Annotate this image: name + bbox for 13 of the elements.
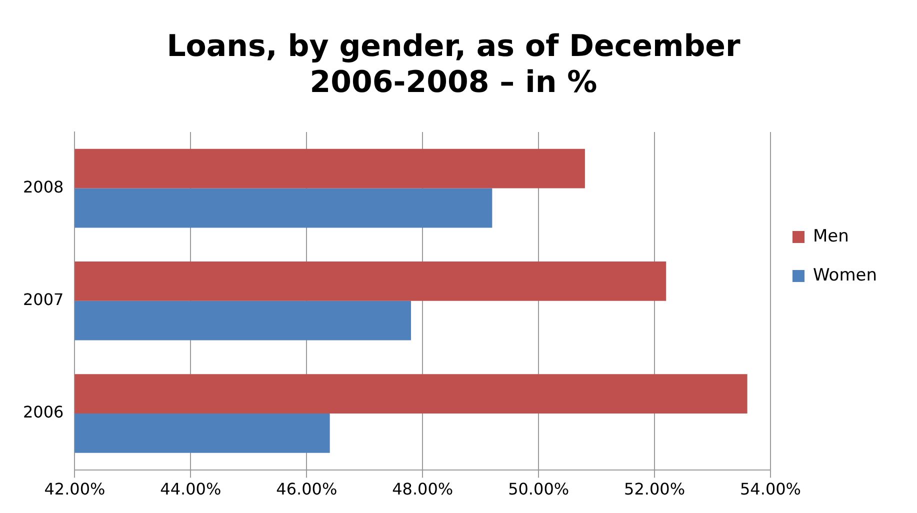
x-tick-label: 48.00% (392, 480, 454, 499)
x-tick-label: 44.00% (160, 480, 222, 499)
y-tick-label: 2008 (23, 177, 64, 196)
x-tick-label: 52.00% (624, 480, 686, 499)
legend-label: Men (812, 226, 849, 246)
x-tick-label: 50.00% (508, 480, 570, 499)
legend-label: Women (812, 265, 878, 286)
x-tick-label: 42.00% (44, 480, 106, 499)
y-tick-label: 2007 (23, 290, 64, 310)
y-tick-label: 2006 (23, 402, 64, 422)
x-tick-label: 54.00% (740, 480, 801, 499)
x-tick-label: 46.00% (276, 480, 338, 499)
chart-title: Loans, by gender, as of December 2006-2008 – in % (166, 28, 741, 100)
